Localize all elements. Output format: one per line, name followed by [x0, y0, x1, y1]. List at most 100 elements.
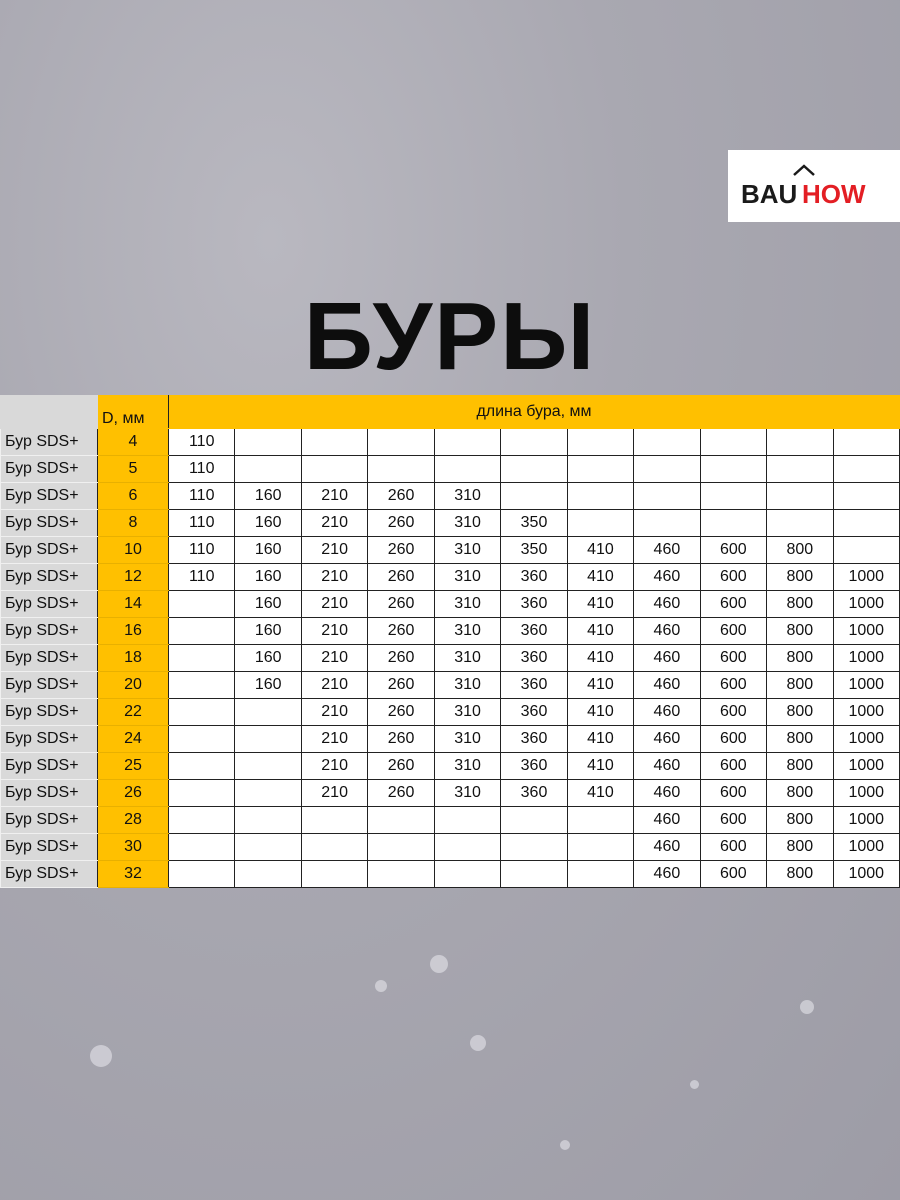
- row-label: Бур SDS+: [0, 860, 98, 888]
- length-cell: [167, 752, 236, 780]
- svg-text:HOW: HOW: [802, 179, 866, 209]
- length-cell: 160: [234, 482, 302, 510]
- length-cell: 260: [367, 671, 435, 699]
- length-cell: [367, 860, 435, 888]
- row-label: Бур SDS+: [0, 563, 98, 591]
- length-cell: [167, 725, 236, 753]
- length-cell: 210: [300, 779, 369, 807]
- length-cell: [832, 455, 900, 483]
- length-cell: 260: [367, 536, 435, 564]
- table-row: Бур SDS+ 8 110 160 210 260 310 350: [0, 509, 900, 537]
- length-cell: 310: [433, 536, 502, 564]
- length-cell: [234, 806, 302, 834]
- length-cell: [234, 860, 302, 888]
- row-label: Бур SDS+: [0, 779, 98, 807]
- diameter-cell: 32: [97, 860, 169, 888]
- length-cell: 110: [167, 563, 236, 591]
- diameter-cell: 8: [97, 509, 169, 537]
- table-row: Бур SDS+ 22 210 260 310 360 410 460 600 800 1000: [0, 698, 900, 726]
- length-cell: 110: [167, 428, 236, 456]
- length-cell: 410: [566, 752, 635, 780]
- diameter-cell: 5: [97, 455, 169, 483]
- length-cell: 800: [766, 671, 834, 699]
- length-cell: 460: [633, 617, 701, 645]
- length-cell: 1000: [832, 860, 900, 888]
- table-row: Бур SDS+ 5 110: [0, 455, 900, 483]
- length-cell: [500, 806, 568, 834]
- length-cell: 800: [766, 536, 834, 564]
- length-cell: 160: [234, 671, 302, 699]
- length-cell: 160: [234, 509, 302, 537]
- diameter-cell: 22: [97, 698, 169, 726]
- length-cell: 310: [433, 617, 502, 645]
- length-cell: 600: [699, 590, 768, 618]
- length-cell: 310: [433, 752, 502, 780]
- length-cell: 1000: [832, 563, 900, 591]
- length-cell: 310: [433, 590, 502, 618]
- length-cell: 310: [433, 644, 502, 672]
- length-cell: [633, 455, 701, 483]
- length-cell: 260: [367, 779, 435, 807]
- diameter-cell: 10: [97, 536, 169, 564]
- row-label: Бур SDS+: [0, 509, 98, 537]
- length-cell: 110: [167, 455, 236, 483]
- length-cell: 1000: [832, 644, 900, 672]
- length-cell: [566, 833, 635, 861]
- table-row: Бур SDS+ 28 460 600 800 1000: [0, 806, 900, 834]
- length-cell: [167, 860, 236, 888]
- length-cell: [766, 428, 834, 456]
- length-cell: [633, 428, 701, 456]
- table-row: Бур SDS+ 18 160 210 260 310 360 410 460 600 800 100…: [0, 644, 900, 672]
- length-cell: 110: [167, 482, 236, 510]
- length-cell: 260: [367, 698, 435, 726]
- page-title: БУРЫ: [303, 283, 597, 390]
- length-cell: [500, 428, 568, 456]
- length-cell: [433, 455, 502, 483]
- bauhow-logo: BAU HOW: [728, 150, 900, 222]
- diameter-cell: 28: [97, 806, 169, 834]
- length-cell: 410: [566, 590, 635, 618]
- length-cell: 160: [234, 590, 302, 618]
- length-cell: 260: [367, 563, 435, 591]
- length-cell: 360: [500, 617, 568, 645]
- svg-text:BAU: BAU: [741, 179, 797, 209]
- length-cell: 600: [699, 698, 768, 726]
- length-cell: 800: [766, 644, 834, 672]
- length-cell: 460: [633, 644, 701, 672]
- length-cell: [367, 833, 435, 861]
- length-cell: [167, 644, 236, 672]
- length-cell: 460: [633, 833, 701, 861]
- length-cell: [766, 455, 834, 483]
- length-cell: 460: [633, 860, 701, 888]
- table-row: Бур SDS+ 24 210 260 310 360 410 460 600 800 1000: [0, 725, 900, 753]
- length-cell: [766, 482, 834, 510]
- length-cell: 1000: [832, 725, 900, 753]
- table-row: Бур SDS+ 16 160 210 260 310 360 410 460 600 800 100…: [0, 617, 900, 645]
- table-row: Бур SDS+ 4 110: [0, 428, 900, 456]
- table-row: Бур SDS+ 20 160 210 260 310 360 410 460 600 800 100…: [0, 671, 900, 699]
- row-label: Бур SDS+: [0, 482, 98, 510]
- diameter-cell: 26: [97, 779, 169, 807]
- length-cell: 600: [699, 833, 768, 861]
- length-cell: 360: [500, 671, 568, 699]
- header-length: длина бура, мм: [168, 395, 900, 429]
- length-cell: 460: [633, 590, 701, 618]
- length-cell: 360: [500, 644, 568, 672]
- length-cell: [500, 482, 568, 510]
- length-cell: 160: [234, 617, 302, 645]
- length-cell: [300, 428, 369, 456]
- length-cell: 360: [500, 590, 568, 618]
- row-label: Бур SDS+: [0, 428, 98, 456]
- diameter-cell: 25: [97, 752, 169, 780]
- length-cell: 410: [566, 644, 635, 672]
- length-cell: [566, 806, 635, 834]
- length-cell: [832, 428, 900, 456]
- length-cell: 460: [633, 725, 701, 753]
- length-cell: 800: [766, 563, 834, 591]
- length-cell: 800: [766, 806, 834, 834]
- drill-size-table: D, мм длина бура, мм Бур SDS+ 4 110 Бур SDS…: [0, 395, 900, 888]
- length-cell: 800: [766, 752, 834, 780]
- table-row: Бур SDS+ 30 460 600 800 1000: [0, 833, 900, 861]
- length-cell: 600: [699, 752, 768, 780]
- length-cell: [234, 833, 302, 861]
